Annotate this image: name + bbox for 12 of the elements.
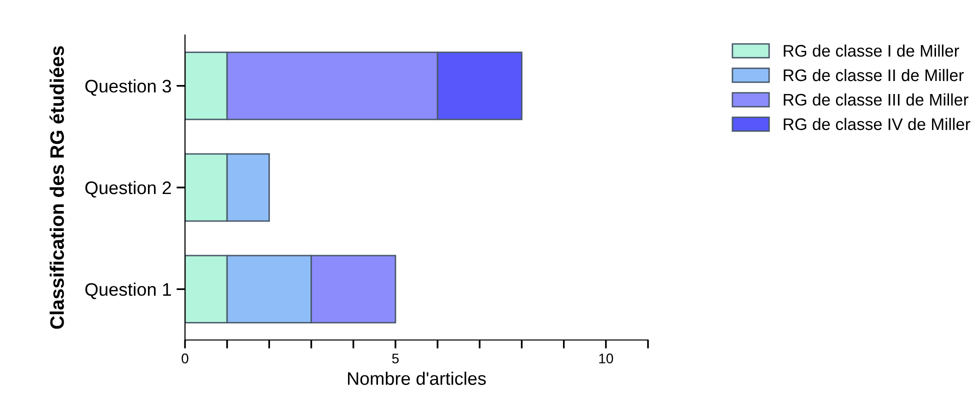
legend-label: RG de classe III de Miller: [784, 93, 968, 106]
legend-label: RG de classe IV de Miller: [784, 118, 970, 130]
x-axis-title: Nombre d'articles: [348, 372, 486, 385]
x-tick-label: 5: [392, 354, 399, 364]
x-tick-label: 10: [599, 354, 614, 364]
y-tick-label: Question 3: [85, 79, 172, 96]
legend-label: RG de classe I de Miller: [784, 44, 960, 57]
legend-label: RG de classe II de Miller: [784, 68, 964, 82]
y-tick-label: Question 2: [85, 180, 171, 198]
x-tick-label: 0: [182, 354, 188, 364]
y-axis-title: Classification des RG étudiées: [50, 46, 64, 329]
y-tick-label: Question 1: [85, 282, 171, 300]
